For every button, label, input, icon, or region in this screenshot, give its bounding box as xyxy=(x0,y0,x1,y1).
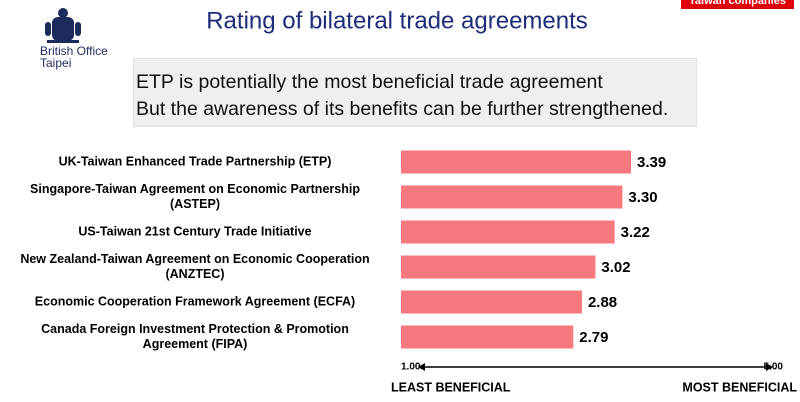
category-label: New Zealand-Taiwan Agreement on Economic… xyxy=(20,252,370,281)
category-label: Economic Cooperation Framework Agreement… xyxy=(34,294,356,309)
value-label: 2.88 xyxy=(588,294,617,311)
slide-title: Rating of bilateral trade agreements xyxy=(206,7,588,34)
bar xyxy=(401,290,582,314)
value-label: 3.02 xyxy=(601,259,630,276)
category-label: US-Taiwan 21st Century Trade Initiative xyxy=(78,224,312,239)
logo-crest xyxy=(45,8,81,43)
axis-label-left: LEAST BENEFICIAL xyxy=(391,380,511,394)
value-label: 2.79 xyxy=(579,329,608,346)
axis-arrow xyxy=(418,363,425,371)
value-label: 3.39 xyxy=(637,154,666,171)
value-label: 3.30 xyxy=(628,189,657,206)
category-label: UK-Taiwan Enhanced Trade Partnership (ET… xyxy=(58,154,332,169)
bar xyxy=(401,185,623,209)
bar xyxy=(401,220,615,244)
bar xyxy=(401,255,596,279)
callout-box: ETP is potentially the most beneficial t… xyxy=(133,58,697,127)
axis-arrow xyxy=(766,363,773,371)
x-tick-label: 5.00 xyxy=(764,362,784,373)
axis-label-right: MOST BENEFICIAL xyxy=(682,380,797,394)
callout-line: But the awareness of its benefits can be… xyxy=(136,98,669,120)
bar xyxy=(401,150,632,174)
x-tick-label: 1.00 xyxy=(401,362,421,373)
callout-line: ETP is potentially the most beneficial t… xyxy=(136,71,603,93)
bar xyxy=(401,325,574,349)
banner-tag: Taiwan companies xyxy=(681,0,794,9)
value-label: 3.22 xyxy=(621,224,650,241)
category-label: Canada Foreign Investment Protection & P… xyxy=(41,322,349,351)
category-label: Singapore-Taiwan Agreement on Economic P… xyxy=(30,182,360,211)
brand-name: British Office Taipei xyxy=(40,44,108,70)
